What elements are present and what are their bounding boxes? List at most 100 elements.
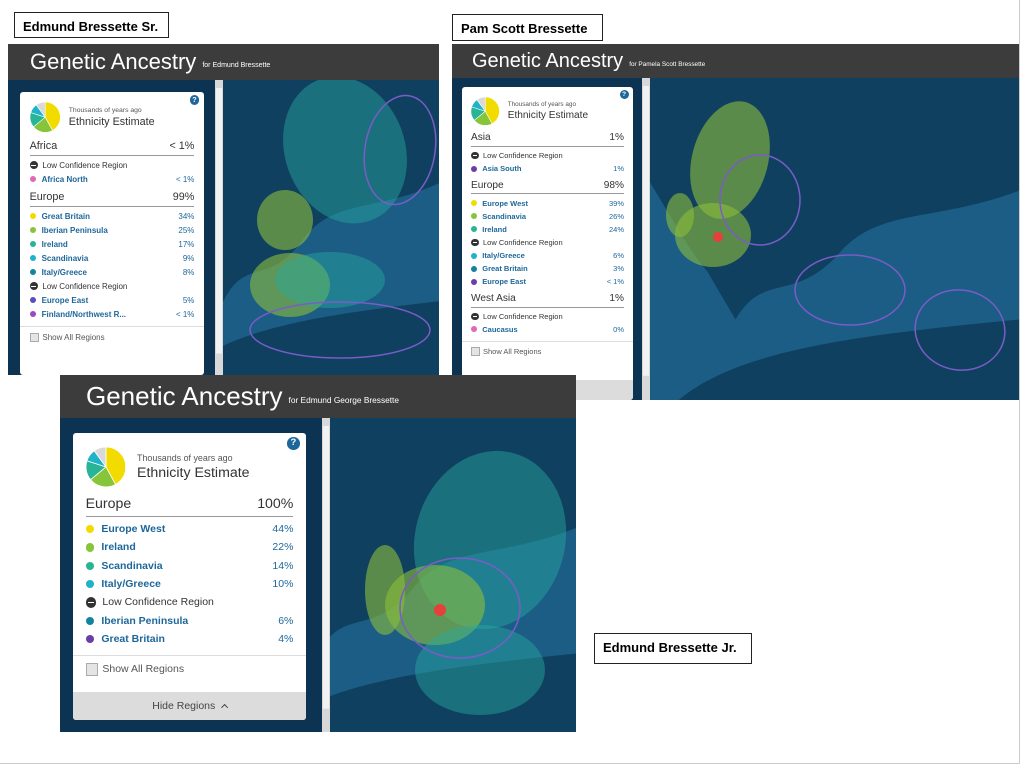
region-dot bbox=[85, 579, 94, 589]
region-name: Scandinavia bbox=[41, 253, 89, 263]
card-heading: Ethnicity Estimate bbox=[68, 116, 155, 129]
pie-icon bbox=[29, 102, 60, 133]
region-left: Italy/Greece bbox=[471, 251, 525, 260]
region-value: 6% bbox=[278, 614, 294, 627]
region-outline bbox=[249, 301, 431, 359]
checkbox bbox=[85, 663, 99, 676]
region-dot bbox=[471, 252, 477, 259]
minus bbox=[472, 242, 477, 243]
region-outline bbox=[399, 557, 521, 659]
region-value: < 1% bbox=[606, 277, 624, 287]
group-header: West Asia 1% bbox=[471, 293, 624, 308]
person-label: Edmund Bressette Sr. bbox=[14, 12, 169, 38]
low-confidence-icon bbox=[29, 282, 38, 291]
panel-subtitle: for Edmund George Bressette bbox=[288, 395, 399, 406]
low-confidence-row: Low Confidence Region bbox=[85, 593, 294, 611]
region-dot bbox=[471, 326, 477, 333]
region-left: Italy/Greece bbox=[29, 268, 87, 277]
region-row: Great Britain 4% bbox=[85, 630, 293, 648]
group-name: Asia bbox=[471, 132, 491, 143]
region-area bbox=[283, 80, 407, 224]
region-area bbox=[675, 203, 751, 267]
region-name: Italy/Greece bbox=[101, 578, 161, 591]
low-confidence-row: Low Confidence Region bbox=[471, 236, 624, 249]
card-top: Thousands of years ago Ethnicity Estimate bbox=[85, 444, 294, 490]
region-name: Ireland bbox=[41, 239, 68, 249]
region-left: Europe West bbox=[471, 199, 528, 208]
region-row: Asia South 1% bbox=[471, 162, 624, 175]
region-value: 3% bbox=[613, 264, 624, 274]
region-value: 14% bbox=[272, 559, 294, 572]
region-dot bbox=[471, 165, 477, 172]
show-all[interactable]: Show All Regions bbox=[20, 325, 204, 348]
low-confidence-label: Low Confidence Region bbox=[483, 237, 563, 247]
region-dot bbox=[29, 212, 36, 220]
panel-title: Genetic Ancestry bbox=[472, 49, 624, 72]
region-left: Great Britain bbox=[85, 633, 165, 645]
region-left: Finland/Northwest R... bbox=[29, 310, 126, 319]
region-left: Ireland bbox=[85, 541, 136, 554]
show-all[interactable]: Show All Regions bbox=[73, 654, 306, 683]
region-dot bbox=[29, 310, 36, 318]
region-name: Italy/Greece bbox=[482, 251, 525, 261]
pie-icon bbox=[471, 96, 500, 126]
region-name: Caucasus bbox=[482, 324, 518, 334]
region-value: 25% bbox=[178, 225, 195, 235]
region-name: Scandinavia bbox=[101, 559, 163, 572]
region-row: Iberian Peninsula 25% bbox=[29, 223, 195, 237]
help-icon[interactable]: ? bbox=[619, 90, 629, 99]
help-icon[interactable]: ? bbox=[189, 95, 200, 105]
region-dot bbox=[29, 268, 36, 276]
region-row: Finland/Northwest R... < 1% bbox=[29, 307, 194, 321]
region-name: Europe East bbox=[482, 277, 527, 287]
show-all[interactable]: Show All Regions bbox=[462, 340, 633, 362]
region-left: Africa North bbox=[29, 175, 88, 184]
region-dot bbox=[29, 240, 36, 248]
region-name: Ireland bbox=[101, 541, 136, 554]
region-name: Great Britain bbox=[41, 211, 91, 221]
region-area bbox=[275, 252, 385, 308]
region-area bbox=[257, 190, 313, 250]
region-row: Great Britain 34% bbox=[29, 209, 195, 223]
help-icon[interactable]: ? bbox=[287, 437, 300, 450]
region-value: 0% bbox=[613, 324, 624, 334]
region-area bbox=[415, 625, 545, 715]
region-value: 44% bbox=[272, 522, 294, 535]
region-name: Asia South bbox=[482, 164, 522, 174]
group-total: 99% bbox=[172, 190, 195, 203]
card-titles: Thousands of years ago Ethnicity Estimate bbox=[69, 107, 155, 128]
low-confidence-icon bbox=[471, 151, 479, 160]
region-area bbox=[690, 101, 770, 219]
region-left: Caucasus bbox=[471, 325, 518, 334]
minus bbox=[31, 164, 36, 166]
person-label: Pam Scott Bressette bbox=[452, 14, 603, 41]
region-left: Great Britain bbox=[29, 211, 91, 221]
hide-regions[interactable]: Hide Regions bbox=[73, 691, 306, 720]
region-left: Europe East bbox=[29, 296, 88, 305]
region-outline bbox=[914, 289, 1006, 371]
region-row: Scandinavia 26% bbox=[471, 210, 624, 223]
region-left: Europe East bbox=[471, 277, 526, 286]
group-total: < 1% bbox=[169, 139, 195, 152]
region-value: 26% bbox=[608, 211, 624, 221]
low-confidence-row: Low Confidence Region bbox=[29, 158, 195, 172]
region-value: 5% bbox=[182, 295, 195, 305]
land bbox=[266, 653, 576, 732]
show-all-label: Show All Regions bbox=[483, 346, 542, 356]
panel-subtitle: for Edmund Bressette bbox=[202, 61, 271, 69]
group-name: West Asia bbox=[471, 292, 516, 304]
region-value: 34% bbox=[178, 211, 195, 221]
low-confidence-label: Low Confidence Region bbox=[483, 311, 563, 321]
region-name: Europe West bbox=[101, 522, 166, 535]
region-left: Asia South bbox=[471, 164, 521, 173]
scrollbar-thumb bbox=[323, 426, 329, 709]
hide-regions-label: Hide Regions bbox=[152, 699, 216, 712]
region-value: 6% bbox=[613, 251, 624, 261]
region-value: 22% bbox=[272, 541, 294, 554]
low-confidence-row: Low Confidence Region bbox=[471, 149, 624, 162]
ancestry-panel: Genetic Ancestry for Pamela Scott Bresset… bbox=[452, 44, 1019, 400]
region-left: Scandinavia bbox=[29, 253, 89, 263]
page-edge-right bbox=[1019, 0, 1020, 763]
region-name: Ireland bbox=[482, 224, 507, 234]
